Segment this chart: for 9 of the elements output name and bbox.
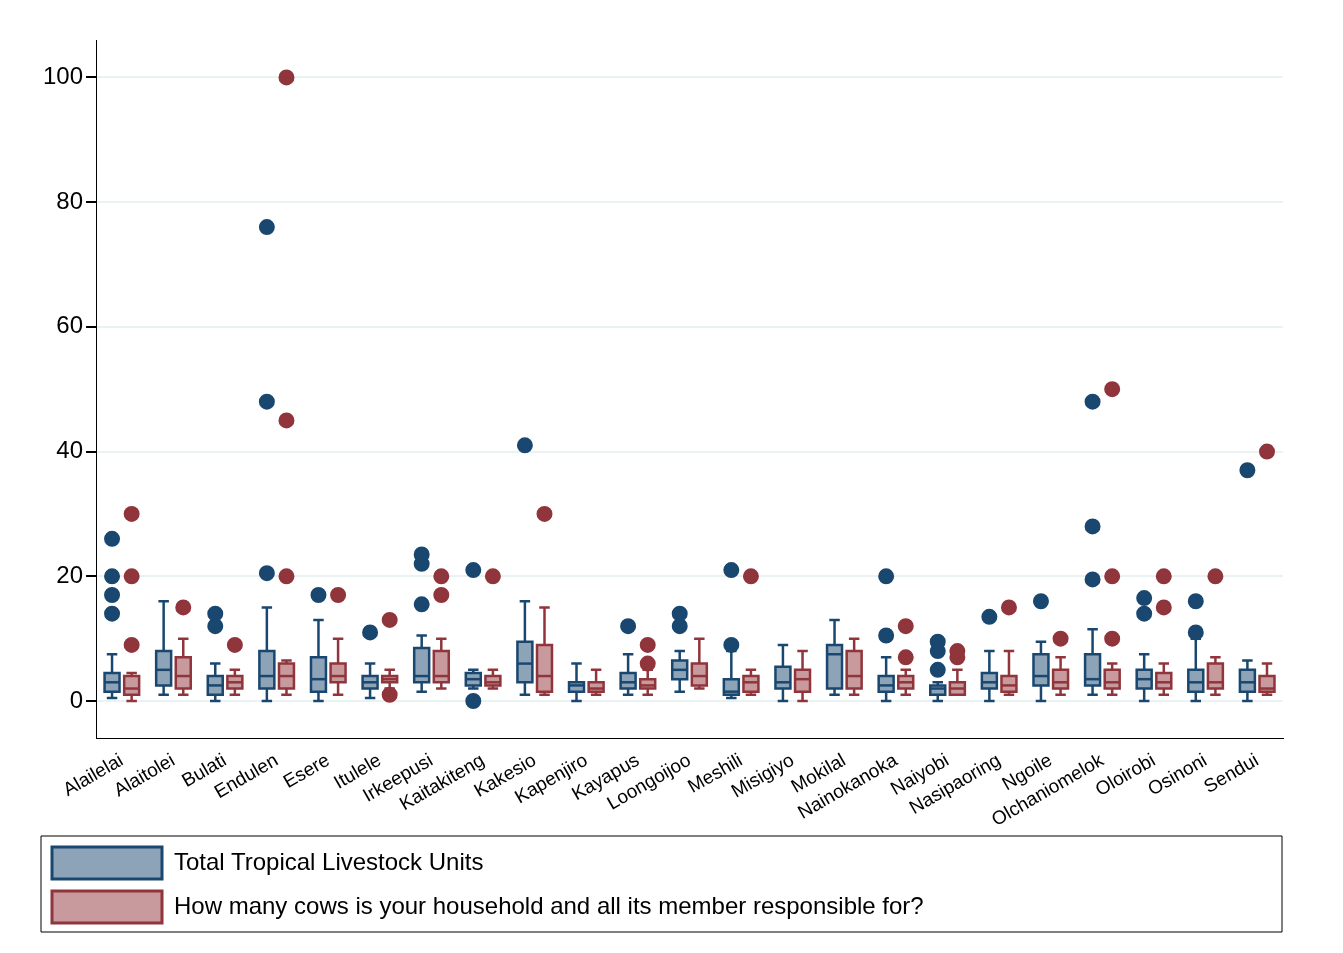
legend-label: Total Tropical Livestock Units [174, 847, 484, 875]
x-tick-label: Esere [279, 749, 333, 793]
y-tick-label: 40 [56, 436, 84, 464]
legend-label: How many cows is your household and all its member responsible for? [174, 891, 924, 919]
y-tick-label: 0 [69, 685, 84, 713]
y-tick-label: 80 [56, 186, 84, 214]
y-tick-label: 100 [43, 62, 84, 90]
y-tick-label: 60 [56, 311, 84, 339]
y-tick-label: 20 [56, 560, 84, 588]
